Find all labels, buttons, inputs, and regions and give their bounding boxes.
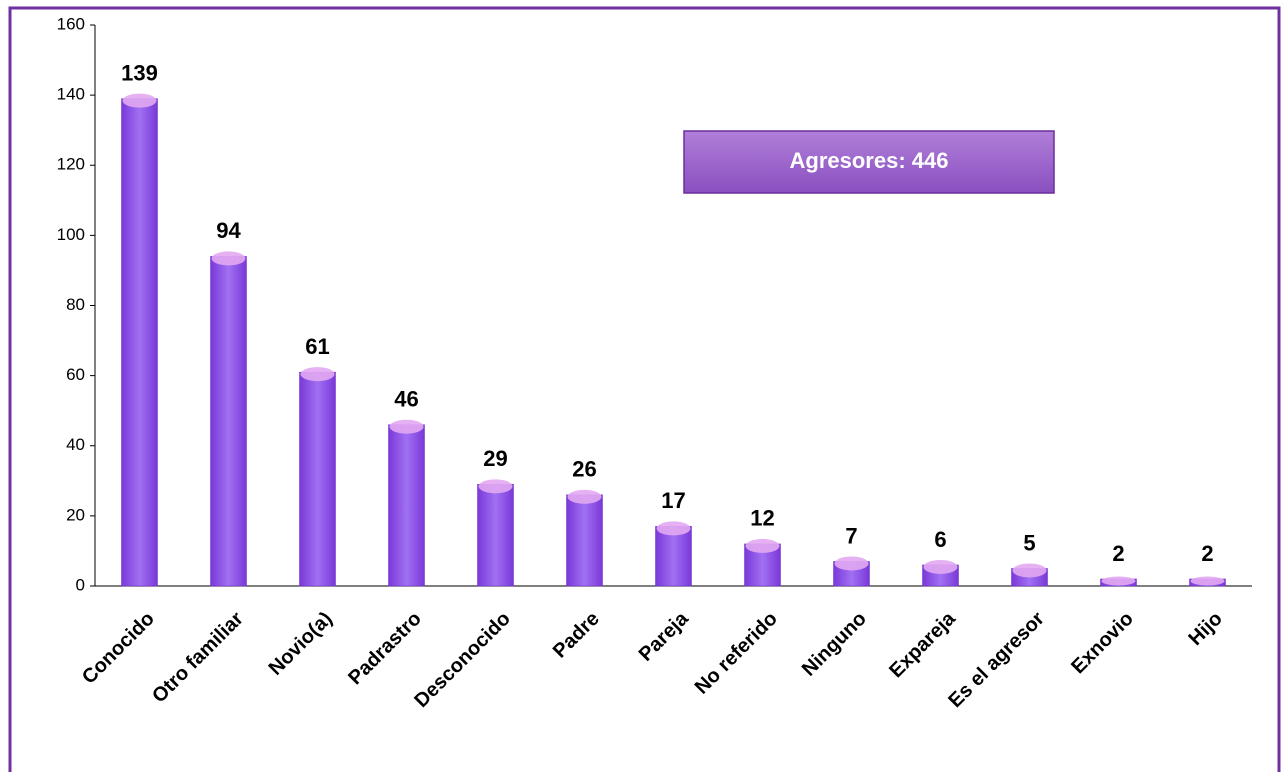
y-tick-label: 140	[57, 85, 85, 104]
bar	[210, 256, 247, 587]
y-tick-label: 120	[57, 155, 85, 174]
bar	[566, 494, 603, 587]
x-tick-label: Conocido	[78, 608, 159, 689]
bar	[121, 98, 158, 587]
bar-cap	[745, 538, 780, 553]
bar-cap	[300, 367, 335, 382]
bar-cap	[656, 521, 691, 536]
y-tick-label: 40	[66, 435, 85, 454]
bar	[477, 484, 514, 587]
y-tick-label: 0	[76, 575, 85, 594]
bar	[299, 371, 336, 587]
value-label: 12	[750, 506, 774, 531]
bar-cap	[1101, 576, 1136, 586]
y-tick-label: 160	[57, 14, 85, 33]
value-label: 17	[661, 488, 685, 513]
bar-cap	[567, 489, 602, 504]
x-tick-label: Es el agresor	[944, 608, 1049, 713]
bar-cap	[389, 419, 424, 434]
bar-cap	[834, 556, 869, 571]
x-tick-label: No referido	[691, 608, 782, 699]
y-tick-label: 20	[66, 505, 85, 524]
value-label: 6	[934, 527, 946, 552]
value-label: 2	[1201, 541, 1213, 566]
bar	[655, 526, 692, 587]
value-label: 2	[1112, 541, 1124, 566]
bar-cap	[1012, 563, 1047, 578]
x-tick-label: Hijo	[1184, 608, 1226, 650]
value-label: 7	[845, 523, 857, 548]
value-label: 5	[1023, 530, 1035, 555]
x-tick-label: Pareja	[635, 607, 694, 666]
annotation-box	[683, 130, 1055, 194]
y-tick-label: 60	[66, 365, 85, 384]
value-label: 61	[305, 334, 329, 359]
value-label: 139	[121, 60, 158, 85]
bar-cap	[122, 93, 157, 108]
x-tick-label: Desconocido	[410, 608, 514, 712]
bar-cap	[478, 479, 513, 494]
x-tick-label: Novio(a)	[265, 608, 337, 680]
annotation: Agresores: 446	[790, 148, 949, 173]
frame	[8, 6, 1281, 772]
x-tick-label: Exnovio	[1067, 608, 1138, 679]
value-label: 29	[483, 446, 507, 471]
x-tick-label: Ninguno	[798, 608, 871, 681]
x-tick-label: Expareja	[885, 607, 960, 682]
bar-cap	[211, 251, 246, 266]
x-tick-label: Padre	[549, 608, 604, 663]
bar-cap	[923, 559, 958, 574]
value-label: 94	[216, 218, 241, 243]
value-label: 26	[572, 457, 596, 482]
value-label: 46	[394, 387, 418, 412]
y-tick-label: 100	[57, 225, 85, 244]
bar	[388, 424, 425, 587]
bar-cap	[1190, 576, 1225, 586]
x-tick-label: Padrastro	[344, 608, 426, 690]
y-tick-label: 80	[66, 295, 85, 314]
x-tick-label: Otro familiar	[148, 608, 248, 708]
